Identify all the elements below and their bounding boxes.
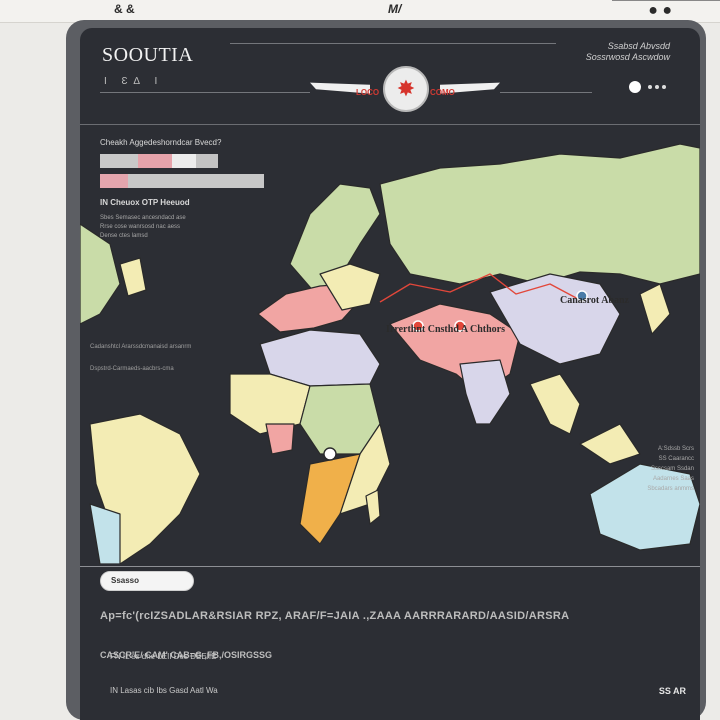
legend-item: Aadarnes Saas [652,476,694,482]
search-label: Ssasso [111,576,140,585]
footer-left-text: IN Lasas cib Ibs Gasd Aatl Wa [110,686,218,695]
map-title: Irrerthnt Cnsthd A Chthors [386,324,505,335]
map-region-label: Canasrot Abanz [560,295,629,306]
legend-item: A:Sdssb Scrs [657,446,694,452]
header-top-right-text: Ssabsd Abvsdd Sossrwosd Ascwdow [585,41,670,62]
emblem-right-tag: COMO [430,88,455,97]
legend-item: Sbcadars anmms [647,486,694,492]
panel-heading: Cheakh Aggedeshorndcar Bvecd? [100,138,222,147]
color-table [100,154,218,168]
panel-line: Dense ctes lamsd [100,233,148,239]
map-region-japan [639,283,671,335]
map-legend-list: A:Sdssb Scrs SS Caarancc Ssscsam Ssdan A… [614,444,694,494]
map-region-madagascar [365,489,381,525]
pager-dot[interactable] [655,84,659,89]
color-swatch [196,154,218,168]
progress-marker [100,174,128,188]
world-map[interactable]: Irrerthnt Cnsthd A Chthors Canasrot Aban… [80,124,700,564]
window-controls-left[interactable]: & & [114,2,135,16]
map-pin [323,447,337,461]
header-rule-top [230,43,556,44]
map-region-north-asia [379,143,700,285]
map-region-caribbean [119,257,147,297]
color-swatch [172,154,196,168]
map-region-north-america [80,223,121,325]
route-line [379,273,581,303]
bottom-paragraph-2: CASCR'E/ CAM' CAB=G ,FB,/OSIRGSSG [100,650,273,660]
bottom-separator [80,566,700,567]
panel-note: Cadanshtcl Ararssdcmanaisd arsanrm [90,344,192,350]
topbar-divider [612,0,720,1]
color-swatch [138,154,172,168]
window-title-mark: M/ [388,2,402,16]
star-icon: ✸ [383,66,429,112]
map-region-south-america-west [89,503,121,564]
route-point [454,320,466,332]
header-rule-left [100,92,310,93]
map-region-australia [589,463,700,551]
pager-dot-active[interactable] [629,80,641,93]
window-controls-right[interactable]: ● ● [648,2,672,19]
map-region-east-europe [319,263,381,311]
pager-dots[interactable] [629,78,666,96]
map-top-rule [80,124,700,125]
footer-note: FN IL'es dhe LEII Des DEEIIE [110,652,217,661]
legend-item: Ssscsam Ssdan [650,466,694,472]
emblem-left-tag: LOCO [356,88,380,97]
panel-line: Rrse cose wanrsosd nac aess [100,224,181,230]
brand-subtitle: I Ɛ∆ I [104,76,164,87]
map-region-pink-africa [265,423,295,455]
color-swatch [100,154,138,168]
app-screen: SOOUTIA I Ɛ∆ I LOCO COMO ✸ Ssabsd Abvsdd… [80,28,700,720]
bottom-paragraph: Ap=fc'(rcIZSADLAR&RSIAR RPZ, ARAF/F=JAIA… [100,610,570,622]
brand-title[interactable]: SOOUTIA [102,44,194,66]
header-rule-right [500,92,592,93]
route-point [576,290,588,302]
pager-dot[interactable] [648,84,652,89]
search-input[interactable]: Ssasso [100,571,194,591]
route-point [412,320,424,332]
legend-item: SS Caarancc [658,456,694,462]
map-region-south-africa [299,453,361,545]
map-region-oceania [579,423,641,465]
pager-dot[interactable] [662,84,666,89]
progress-bar[interactable] [100,174,264,188]
panel-note: Dspstrd-Carmaeds-aacbrs-cma [90,366,174,372]
world-map-svg[interactable] [80,124,700,564]
panel-lines: Sbes Semasec ancesndacd ase Rrse cose wa… [100,214,230,241]
map-region-southeast-asia [529,373,581,435]
emblem[interactable]: LOCO COMO ✸ [310,64,500,112]
left-wing-icon [310,82,370,94]
footer-right-text[interactable]: SS AR [658,686,686,696]
map-region-south-asia [459,359,511,425]
panel-subheading: IN Cheuox OTP Heeuod [100,198,190,207]
panel-line: Sbes Semasec ancesndacd ase [100,215,186,221]
